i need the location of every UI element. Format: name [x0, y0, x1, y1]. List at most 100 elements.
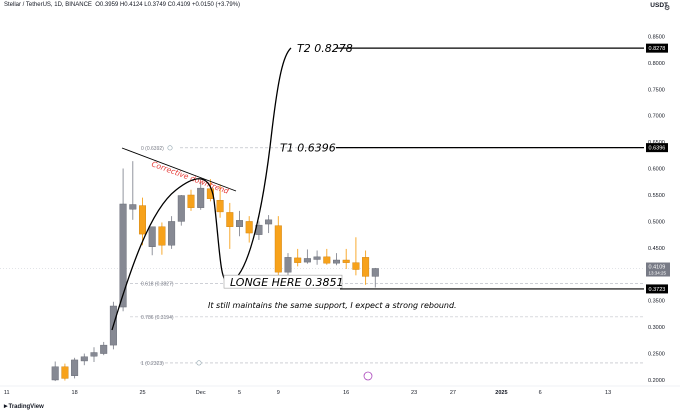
quote-currency: USDT [650, 2, 668, 9]
candle [158, 222, 166, 255]
candle-body [168, 221, 176, 246]
candle [148, 226, 156, 256]
y-tick-label: 0.6000 [648, 167, 665, 173]
candle-body [342, 259, 350, 263]
x-tick-label: 6 [539, 390, 542, 396]
candle [61, 363, 69, 381]
candle-body [158, 226, 166, 246]
x-axis: 11 18 25 Dec 5 9 16 23 27 2025 6 13 [4, 390, 611, 396]
y-tick-label: 0.5500 [648, 193, 665, 199]
candle [100, 341, 108, 356]
candle-body [148, 226, 156, 247]
downtrend-line [121, 147, 237, 192]
candle-body [197, 187, 205, 208]
y-tick-label: 0.8000 [648, 61, 665, 67]
drawings: Corrective downtrend T2 0.8278 T1 0.6396 LO… [111, 42, 644, 381]
badge-bg [646, 143, 668, 153]
badge-text: 0.8278 [649, 46, 666, 52]
candle [168, 216, 176, 249]
y-tick-label: 0.8500 [648, 34, 665, 40]
badge-bg [646, 43, 668, 53]
candle-body [100, 344, 108, 354]
candle [333, 253, 341, 266]
candle-body [206, 188, 214, 199]
candle [352, 237, 360, 276]
candle-body [187, 194, 195, 208]
entry-label-box [223, 274, 343, 289]
candle-body [61, 366, 69, 379]
candle-body [90, 352, 98, 357]
x-tick-label: Dec [196, 390, 206, 396]
candle-body [265, 219, 273, 225]
candle-body [216, 200, 224, 213]
candle [177, 194, 185, 226]
y-tick-label: 0.3500 [648, 299, 665, 305]
fib-level-label: 0 (0.6392) [141, 146, 164, 152]
x-tick-label: 5 [238, 390, 241, 396]
y-tick-label: 0.3000 [648, 325, 665, 331]
ohlc-readout: O0.3959 H0.4124 L0.3749 C0.4109 +0.0150 … [95, 2, 241, 8]
candle-body [80, 356, 88, 362]
support-price-badge: 0.3723 [646, 284, 668, 294]
tradingview-logo: ▸TradingView [4, 402, 44, 410]
symbol-line: Stellar / TetherUS, 1D, BINANCE [4, 2, 92, 8]
x-tick-label: 27 [450, 390, 456, 396]
y-tick-label: 0.7500 [648, 87, 665, 93]
target-label: T2 0.8278 [297, 42, 353, 55]
candle-body [129, 204, 137, 210]
candle [294, 248, 302, 267]
candle [342, 248, 350, 269]
badge-text: 0.6396 [649, 146, 666, 152]
candle-body [235, 220, 243, 227]
fib-anchor-handle [167, 145, 173, 151]
candle-body [177, 195, 185, 222]
y-tick-label: 0.5000 [648, 219, 665, 225]
candle [303, 249, 311, 264]
candle [187, 189, 195, 211]
analysis-note: It still maintains the same support, I e… [208, 301, 457, 310]
target-price-badge: 0.8278 [646, 43, 668, 53]
candle [51, 361, 59, 382]
tv-icon: ▸ [4, 403, 8, 410]
badge-bg [646, 284, 668, 294]
x-tick-label: 18 [72, 390, 78, 396]
candle-body [71, 359, 79, 376]
settings-icon: ⚙ [664, 4, 670, 12]
candle [119, 168, 127, 312]
candle-body [274, 225, 282, 273]
badge-countdown: 13:34:25 [649, 271, 667, 276]
symbol-header: Stellar / TetherUS, 1D, BINANCE O0.3959 … [4, 2, 240, 8]
candle [71, 357, 79, 379]
candle [197, 181, 205, 210]
candle-body [333, 259, 341, 264]
brand-text: TradingView [8, 404, 44, 410]
candle [235, 210, 243, 237]
x-tick-label: 11 [4, 390, 10, 396]
candle-body [245, 221, 253, 234]
candle [284, 253, 292, 276]
candle-body [119, 203, 127, 308]
y-tick-label: 0.2500 [648, 352, 665, 358]
candle [80, 353, 88, 366]
fib-level-label: 0.618 (0.3827) [141, 281, 174, 287]
candle [129, 161, 137, 220]
event-icon [363, 371, 373, 381]
candlesticks [51, 161, 379, 382]
candle-body [51, 366, 59, 381]
x-tick-label: 23 [411, 390, 417, 396]
candle [265, 215, 273, 234]
candle-body [323, 256, 331, 264]
candle-body [138, 205, 146, 235]
target-label: T1 0.6396 [280, 142, 336, 155]
candle-body [313, 256, 321, 260]
candle-body [226, 212, 234, 227]
projected-wave-curve [111, 47, 292, 331]
candle [216, 184, 224, 218]
candle [323, 248, 331, 265]
candle [138, 197, 146, 246]
candle [274, 216, 282, 285]
candle [226, 202, 234, 249]
